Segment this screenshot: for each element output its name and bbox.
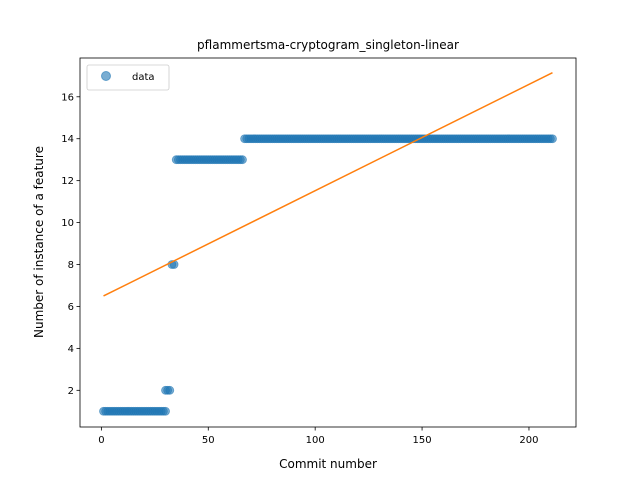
legend: data — [86, 64, 170, 91]
x-tick-label: 100 — [306, 435, 325, 446]
plot-area — [99, 72, 557, 416]
y-tick-label: 10 — [61, 218, 74, 229]
data-point — [165, 385, 175, 395]
legend-box — [86, 64, 170, 91]
x-tick-label: 150 — [413, 435, 432, 446]
axes-frame — [79, 57, 577, 428]
legend-marker-data — [101, 71, 111, 81]
y-tick-label: 4 — [68, 344, 74, 355]
y-tick-label: 6 — [68, 302, 74, 313]
x-tick-label: 50 — [202, 435, 215, 446]
legend-label-data: data — [132, 72, 155, 83]
y-tick-label: 14 — [61, 134, 74, 145]
linear-fit-line — [103, 72, 553, 297]
data-point — [238, 155, 247, 165]
x-tick-label: 0 — [98, 435, 104, 446]
data-point — [161, 406, 170, 416]
x-tick-label: 200 — [519, 435, 538, 446]
y-tick-label: 8 — [68, 260, 74, 271]
y-axis: 2 4 6 8 10 12 14 16 — [61, 92, 80, 397]
x-axis: 0 50 100 150 200 — [98, 427, 539, 446]
y-tick-label: 12 — [61, 176, 74, 187]
chart-title: pflammertsma-cryptogram_singleton-linear — [197, 38, 459, 52]
y-axis-title: Number of instance of a feature — [32, 146, 46, 338]
y-tick-label: 2 — [68, 386, 74, 397]
x-axis-title: Commit number — [279, 457, 377, 471]
y-tick-label: 16 — [61, 92, 74, 103]
data-point — [548, 134, 557, 144]
